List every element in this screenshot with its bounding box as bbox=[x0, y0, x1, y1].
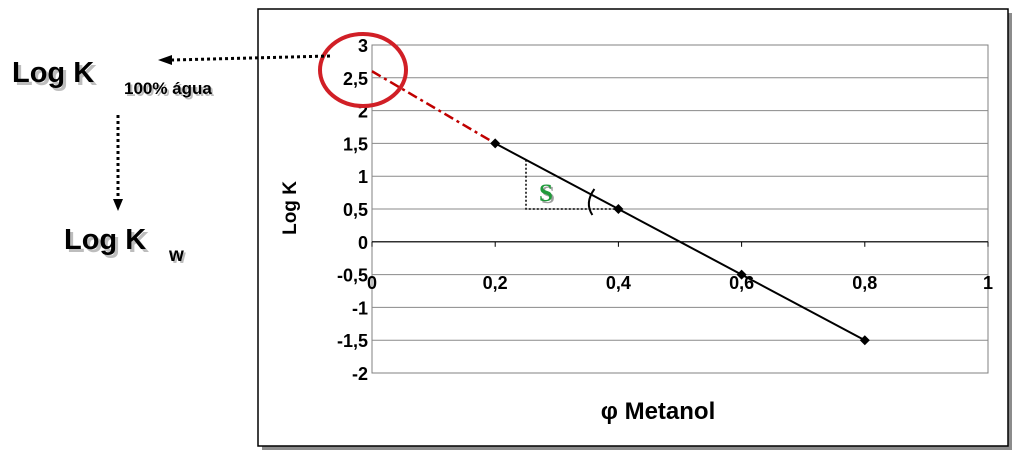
data-point bbox=[490, 138, 501, 149]
x-tick-label: 0,4 bbox=[606, 273, 631, 293]
arrow-down-head bbox=[113, 199, 123, 211]
slope-label: S bbox=[539, 180, 553, 207]
logk-100-sub: 100% água bbox=[124, 79, 212, 98]
data-point bbox=[859, 335, 870, 346]
x-tick-label: 1 bbox=[983, 273, 993, 293]
y-tick-label: -1 bbox=[352, 298, 368, 318]
x-axis-title: φ Metanol bbox=[601, 398, 716, 425]
data-series-line bbox=[494, 142, 866, 342]
y-tick-label: 0,5 bbox=[343, 200, 368, 220]
data-markers bbox=[490, 138, 870, 346]
intercept-circle bbox=[318, 32, 408, 108]
y-tick-label: 2 bbox=[358, 102, 368, 122]
arrow-to-logk-line bbox=[171, 54, 331, 62]
logk-100-shadow: Log K bbox=[15, 60, 97, 92]
slope-angle-arc bbox=[587, 188, 596, 216]
x-axis-ticks bbox=[371, 241, 989, 247]
arrow-to-logk-head bbox=[158, 55, 172, 65]
y-tick-label: 3 bbox=[358, 36, 368, 56]
y-tick-label: 1,5 bbox=[343, 134, 368, 154]
y-tick-labels: 3 2,5 2 1,5 1 0,5 0 -0,5 -1 -1,5 -2 bbox=[337, 36, 368, 384]
y-axis-title: Log K bbox=[280, 181, 301, 235]
logkw-main: Log K bbox=[64, 224, 146, 256]
slope-triangle bbox=[525, 159, 619, 210]
data-point bbox=[613, 204, 624, 214]
y-tick-label: -1,5 bbox=[337, 331, 368, 351]
logkw-sub-shadow: w bbox=[170, 247, 186, 268]
x-tick-label: 0 bbox=[367, 273, 377, 293]
slope-label-shadow: S bbox=[541, 182, 555, 209]
x-tick-label: 0,8 bbox=[852, 273, 877, 293]
logkw-label: Log K Log K w w bbox=[64, 224, 186, 268]
logk-100-water-label: Log K Log K 100% água 100% água bbox=[12, 57, 214, 100]
data-point bbox=[736, 269, 747, 280]
y-tick-label: 2,5 bbox=[343, 69, 368, 89]
logk-100-sub-shadow: 100% água bbox=[126, 81, 214, 100]
y-tick-label: 1 bbox=[358, 167, 368, 187]
logk-100-main: Log K bbox=[12, 57, 94, 89]
x-tick-label: 0,2 bbox=[483, 273, 508, 293]
logkw-sub: w bbox=[168, 245, 184, 266]
y-tick-label: -0,5 bbox=[337, 266, 368, 286]
y-tick-label: -2 bbox=[352, 364, 368, 384]
y-tick-label: 0 bbox=[358, 233, 368, 253]
logkw-shadow: Log K bbox=[67, 227, 149, 259]
extrapolation-line bbox=[371, 70, 496, 145]
